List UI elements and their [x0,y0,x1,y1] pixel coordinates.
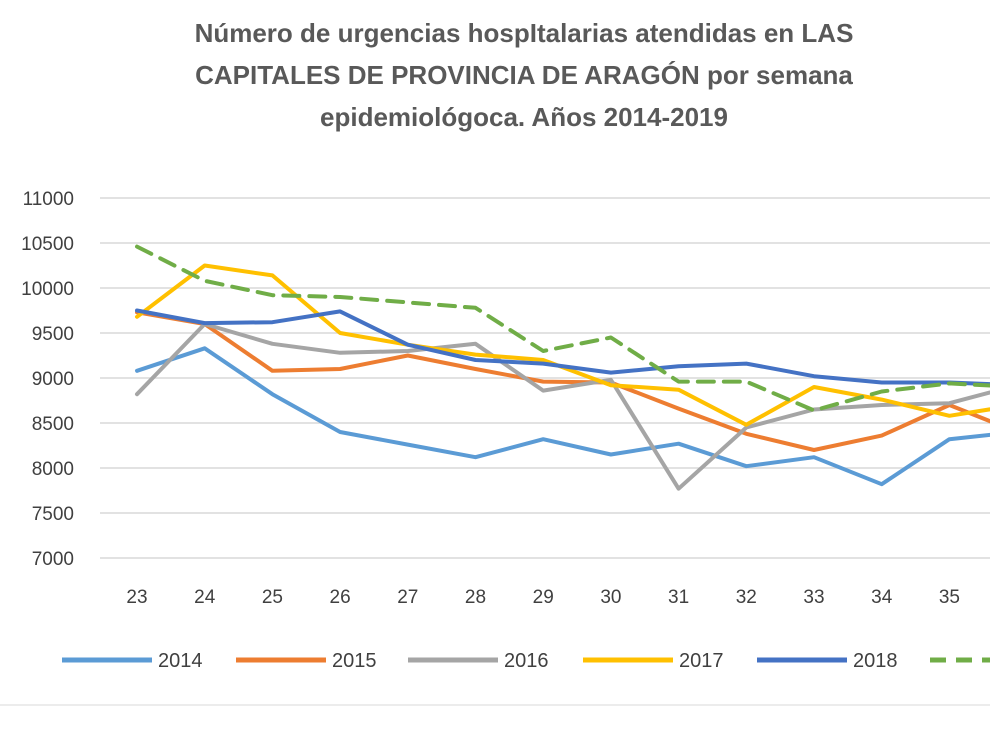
x-tick-label: 31 [668,587,689,608]
legend-label: 2017 [679,650,724,672]
legend-item-2015: 2015 [236,650,377,672]
y-axis-ticks: 11000 10500 10000 9500 9000 8500 8000 7500 7000 [21,189,74,570]
y-tick-label: 10000 [21,279,74,300]
x-axis-ticks: 2324252627282930313233343536 [126,587,960,608]
y-tick-label: 7500 [32,504,74,525]
x-tick-label: 29 [533,587,554,608]
x-tick-label: 33 [803,587,824,608]
x-tick-label: 27 [397,587,418,608]
x-tick-label: 30 [600,587,621,608]
series-line-2019 [135,244,990,413]
legend-label: 2018 [853,650,898,672]
x-tick-label: 28 [465,587,486,608]
plot-series [135,244,990,491]
legend: 2014 2015 2016 2017 2018 2019 [62,650,990,672]
legend-item-2016: 2016 [408,650,549,672]
x-tick-label: 23 [126,587,147,608]
series-line-2018 [135,308,990,387]
y-tick-label: 7000 [32,549,74,570]
legend-item-2019: 2019 [930,657,990,663]
x-tick-label: 32 [736,587,757,608]
series-line-2016 [135,322,990,491]
x-tick-label: 34 [871,587,893,608]
grid-lines [100,197,990,559]
series-line-2015 [135,310,990,452]
chart-title-line-3: epidemiológoca. Años 2014-2019 [320,102,728,132]
chart-title-line-1: Número de urgencias hospItalarias atendi… [195,18,854,48]
series-line-2014 [135,346,990,487]
y-tick-label: 10500 [21,234,74,255]
x-tick-label: 26 [330,587,351,608]
chart-title: Número de urgencias hospItalarias atendi… [195,18,854,132]
legend-item-2014: 2014 [62,650,203,672]
legend-label: 2015 [332,650,377,672]
x-tick-label: 25 [262,587,283,608]
legend-label: 2016 [504,650,549,672]
x-tick-label: 24 [194,587,216,608]
legend-label: 2014 [158,650,203,672]
x-tick-label: 35 [939,587,960,608]
y-tick-label: 8500 [32,414,74,435]
legend-item-2018: 2018 [757,650,898,672]
y-tick-label: 8000 [32,459,74,480]
chart-title-line-2: CAPITALES DE PROVINCIA DE ARAGÓN por sem… [195,60,853,90]
legend-item-2017: 2017 [583,650,724,672]
series-line-2017 [135,263,990,427]
y-tick-label: 9500 [32,324,74,345]
y-tick-label: 11000 [23,189,74,210]
y-tick-label: 9000 [32,369,74,390]
